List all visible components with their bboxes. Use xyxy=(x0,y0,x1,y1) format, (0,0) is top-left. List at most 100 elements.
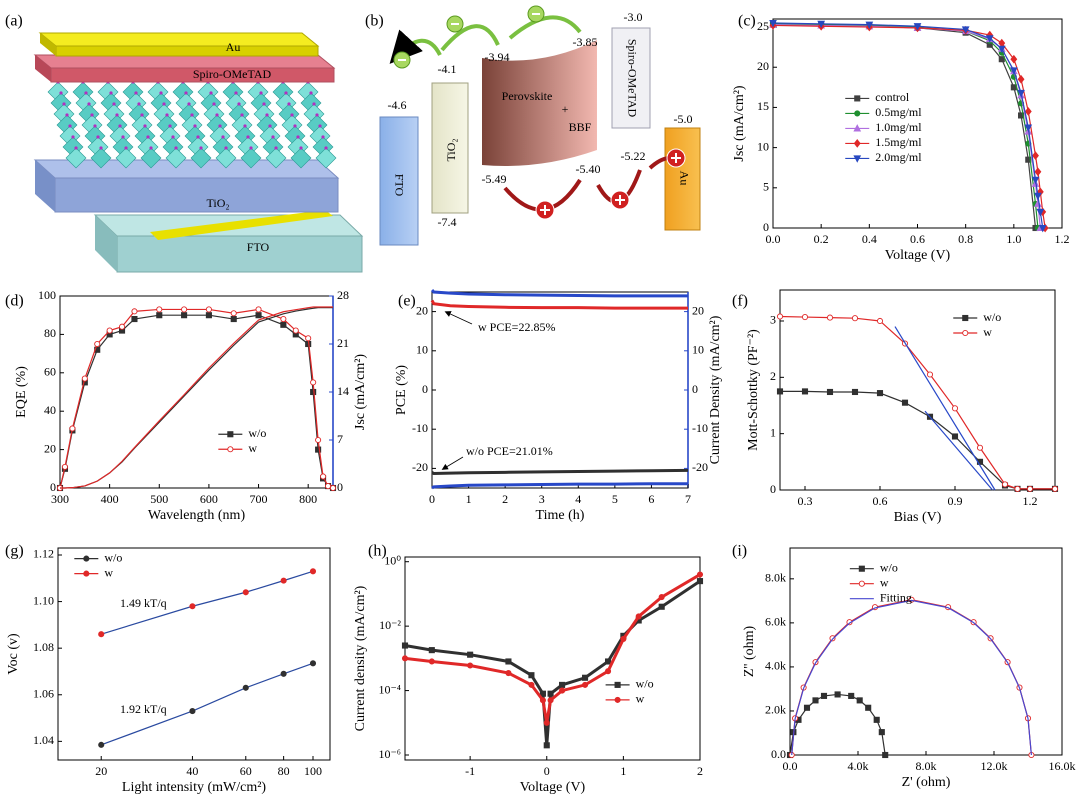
marker xyxy=(848,692,855,699)
octahedron xyxy=(240,147,262,169)
x-tick-label: 400 xyxy=(101,492,119,506)
y-tick-label: 1.10 xyxy=(33,593,54,607)
marker xyxy=(181,312,188,319)
y-tick-label: 2.0k xyxy=(765,703,786,717)
marker xyxy=(961,26,970,34)
legend-marker xyxy=(853,124,862,132)
marker xyxy=(1017,89,1025,98)
marker xyxy=(876,317,884,325)
x-tick-label: 8.0k xyxy=(916,759,937,773)
marker xyxy=(543,742,550,749)
y-tick-label: 0 xyxy=(763,220,769,234)
plus-signs xyxy=(540,153,681,215)
marker xyxy=(926,371,934,378)
marker xyxy=(1036,208,1045,217)
y-tick-label: 25 xyxy=(757,19,769,33)
series-line xyxy=(59,314,334,489)
atom xyxy=(234,91,238,95)
plot-frame xyxy=(779,289,1056,491)
atom xyxy=(171,135,175,139)
marker xyxy=(106,327,113,334)
series-line xyxy=(59,308,334,489)
block-label: FTO xyxy=(392,174,406,197)
marker xyxy=(401,655,409,662)
y-tick-label: 0 xyxy=(422,382,428,396)
atom xyxy=(184,91,188,95)
marker xyxy=(98,631,105,638)
series-line xyxy=(791,599,1032,756)
marker xyxy=(205,312,212,319)
x-axis-label: Voltage (V) xyxy=(885,248,951,263)
octahedron xyxy=(165,147,187,169)
x-tick-label: 0.0 xyxy=(783,759,798,773)
marker xyxy=(189,708,196,715)
panel-label: (b) xyxy=(365,13,384,30)
series-line xyxy=(431,468,689,476)
atom xyxy=(134,91,138,95)
marker xyxy=(131,315,138,323)
x-tick-label: 0.2 xyxy=(814,232,829,246)
layer-label: Au xyxy=(226,40,241,54)
atom xyxy=(299,146,303,150)
atom xyxy=(265,113,269,117)
atom xyxy=(93,124,97,128)
series-line xyxy=(60,307,333,489)
marker xyxy=(189,603,196,610)
au-block xyxy=(664,127,701,231)
marker xyxy=(505,669,512,677)
y-axis-label: Voc (v) xyxy=(6,633,21,675)
legend-label: w/o xyxy=(104,550,122,564)
y-tick-label: 20 xyxy=(416,303,428,317)
marker xyxy=(865,704,872,711)
atom xyxy=(121,135,125,139)
x-tick-label: 300 xyxy=(51,492,69,506)
atom xyxy=(224,146,228,150)
fto-strip xyxy=(150,210,333,240)
marker xyxy=(428,658,435,665)
marker xyxy=(547,690,554,697)
y2-axis-label: Jsc (mA/cm²) xyxy=(353,354,368,430)
marker xyxy=(467,662,474,669)
x-tick-label: 0.0 xyxy=(766,232,781,246)
legend-marker xyxy=(83,555,90,562)
marker xyxy=(467,651,474,658)
marker xyxy=(310,379,317,386)
marker xyxy=(901,399,909,406)
panel-label: (c) xyxy=(738,13,756,30)
atom xyxy=(59,91,63,95)
x-tick-label: 60 xyxy=(240,764,252,778)
atom xyxy=(87,102,91,106)
atom xyxy=(99,146,103,150)
atom xyxy=(284,91,288,95)
marker xyxy=(951,405,959,412)
perovskite-lattice xyxy=(47,80,337,169)
x-tick-label: 40 xyxy=(186,764,198,778)
legend-label: w/o xyxy=(880,560,898,574)
fto-block xyxy=(379,116,419,246)
y-tick-label: 10 xyxy=(757,139,769,153)
octahedron xyxy=(90,147,112,169)
marker xyxy=(801,313,809,321)
marker xyxy=(181,306,188,313)
marker xyxy=(320,473,327,480)
panel-label: (a) xyxy=(5,13,23,30)
series-line xyxy=(789,693,886,756)
legend-marker xyxy=(854,110,861,117)
atom xyxy=(143,124,147,128)
y-tick-label: 80 xyxy=(44,326,56,340)
energy-level: -5.22 xyxy=(621,149,646,163)
energy-level: -3.0 xyxy=(624,10,643,24)
x-tick-label: 1.2 xyxy=(1055,232,1070,246)
marker xyxy=(329,484,337,492)
marker xyxy=(801,388,809,395)
y-tick-label: -10 xyxy=(412,421,428,435)
marker xyxy=(528,672,535,679)
electron-icons xyxy=(393,5,545,69)
atom xyxy=(240,113,244,117)
series-line xyxy=(924,410,993,491)
atom xyxy=(290,113,294,117)
marker xyxy=(1038,224,1047,233)
legend-label: control xyxy=(875,90,910,104)
x-tick-label: 1 xyxy=(620,764,626,778)
